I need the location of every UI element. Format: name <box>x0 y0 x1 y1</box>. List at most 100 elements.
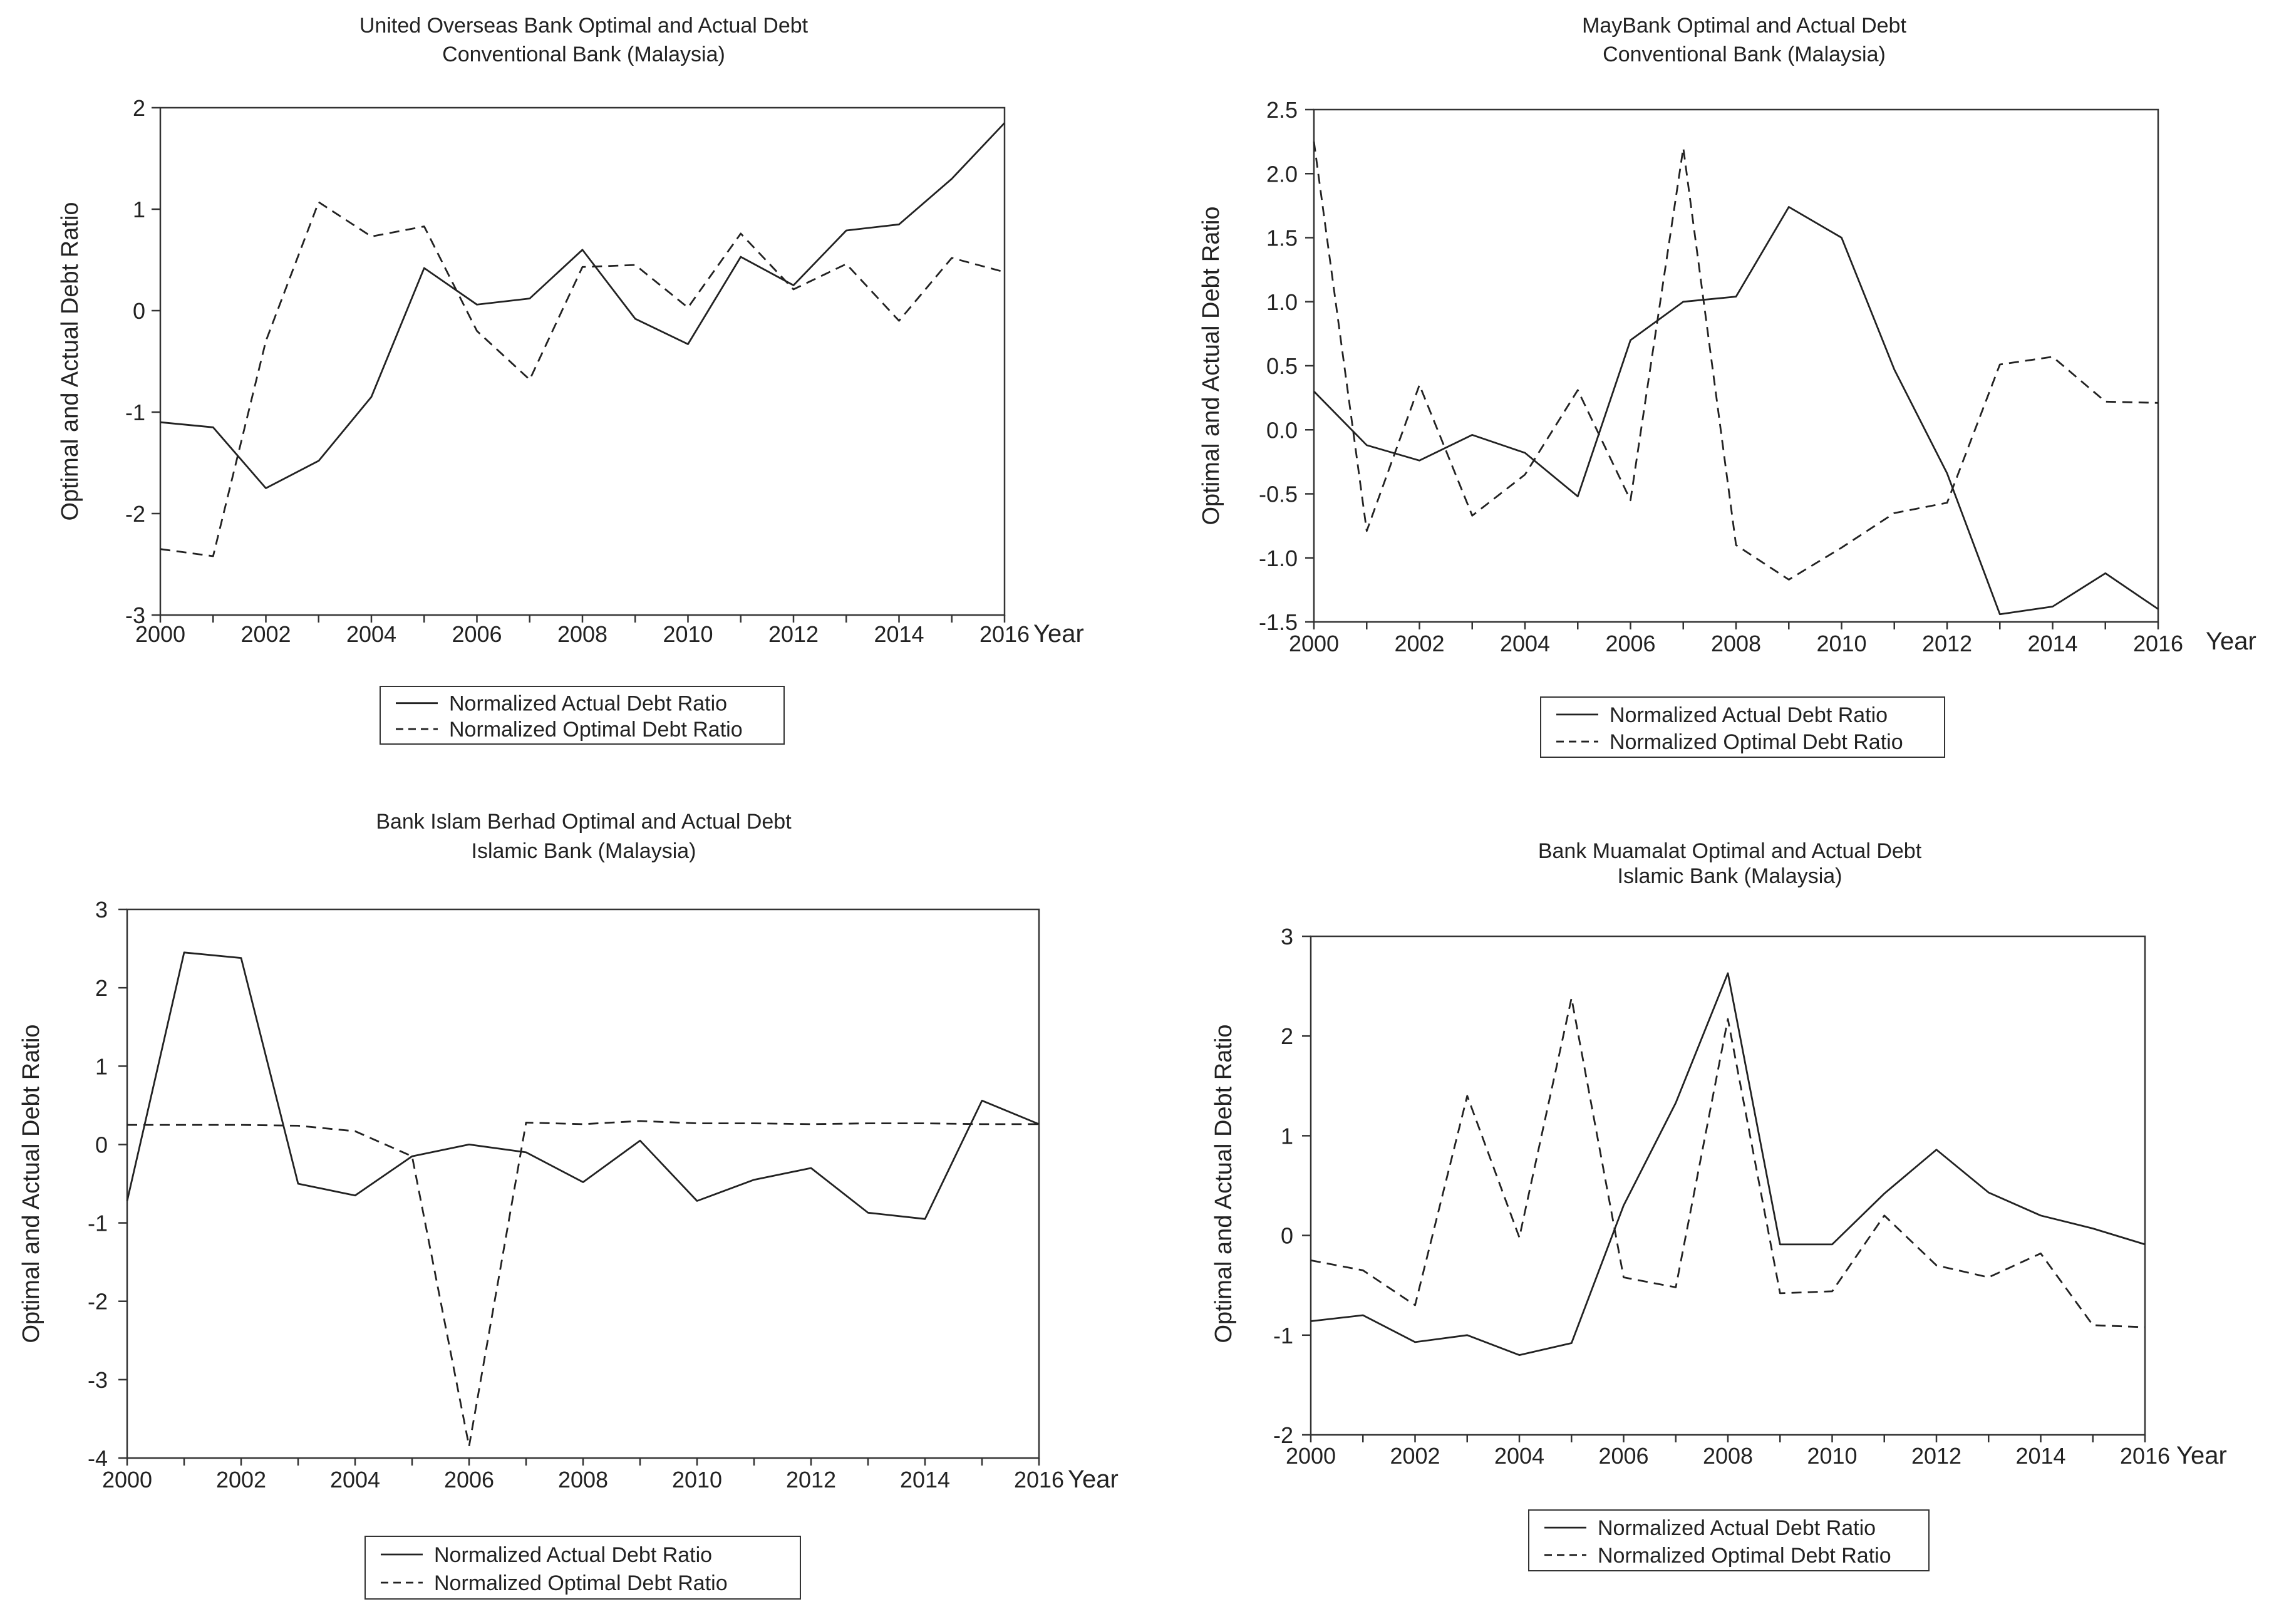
legend-label: Normalized Optimal Debt Ratio <box>1610 730 1903 754</box>
series-line-optimal <box>1313 141 2159 581</box>
plot-frame <box>159 106 1006 616</box>
legend-label: Normalized Actual Debt Ratio <box>434 1543 712 1567</box>
y-tick-label: 0 <box>1281 1223 1293 1249</box>
x-axis-label: Year <box>2206 628 2256 655</box>
legend-label: Normalized Optimal Debt Ratio <box>449 718 743 742</box>
y-tick-label: -2 <box>1273 1422 1293 1448</box>
legend-label: Normalized Optimal Debt Ratio <box>434 1571 728 1595</box>
y-tick-label: 0 <box>133 298 145 324</box>
y-tick-label: -4 <box>88 1446 108 1471</box>
y-tick-label: -1 <box>1273 1323 1293 1348</box>
y-tick-label: -1.5 <box>1259 609 1298 635</box>
legend-box <box>364 1536 801 1600</box>
x-axis-label: Year <box>1033 620 1084 648</box>
y-tick-label: 0.5 <box>1266 353 1298 379</box>
y-tick-label: 1 <box>1281 1123 1293 1149</box>
x-tick-label: 2012 <box>1911 1443 1961 1469</box>
y-tick-label: -0.5 <box>1259 482 1298 507</box>
y-tick-label: -3 <box>125 603 145 628</box>
x-tick-label: 2014 <box>874 621 924 647</box>
x-tick-label: 2014 <box>900 1467 950 1492</box>
y-tick-label: -1 <box>125 400 145 425</box>
x-axis-label: Year <box>1068 1466 1119 1493</box>
y-tick-label: 2.0 <box>1266 161 1298 187</box>
chart-subtitle: Conventional Bank (Malaysia) <box>442 43 725 66</box>
x-tick-label: 2004 <box>330 1467 380 1492</box>
chart-subtitle: Conventional Bank (Malaysia) <box>1603 43 1886 66</box>
y-tick-label: -1 <box>88 1211 108 1236</box>
x-tick-label: 2014 <box>2015 1443 2065 1469</box>
x-tick-label: 2008 <box>558 1467 608 1492</box>
y-tick-label: -3 <box>88 1367 108 1393</box>
chart-title: Bank Islam Berhad Optimal and Actual Deb… <box>376 810 792 834</box>
x-tick-label: 2016 <box>979 621 1030 647</box>
y-tick-label: 3 <box>95 897 108 923</box>
y-tick-label: 0.0 <box>1266 417 1298 443</box>
y-tick-label: 0 <box>95 1132 108 1157</box>
y-tick-label: -1.0 <box>1259 546 1298 571</box>
y-tick-label: 1.5 <box>1266 225 1298 251</box>
x-tick-label: 2000 <box>1286 1443 1336 1469</box>
x-tick-label: 2012 <box>786 1467 836 1492</box>
legend-label: Normalized Actual Debt Ratio <box>449 692 727 716</box>
x-tick-label: 2010 <box>672 1467 722 1492</box>
y-tick-label: 1 <box>133 197 145 222</box>
x-tick-label: 2004 <box>346 621 396 647</box>
y-axis-label: Optimal and Actual Debt Ratio <box>57 202 83 520</box>
x-tick-label: 2006 <box>444 1467 494 1492</box>
x-tick-label: 2010 <box>1807 1443 1857 1469</box>
x-tick-label: 2002 <box>216 1467 266 1492</box>
x-tick-label: 2004 <box>1494 1443 1544 1469</box>
y-tick-label: -2 <box>125 501 145 527</box>
x-tick-label: 2000 <box>102 1467 152 1492</box>
x-tick-label: 2000 <box>1289 631 1339 656</box>
y-tick-label: 2.5 <box>1266 97 1298 123</box>
chart-panel-2: MayBank Optimal and Actual Debt Conventio… <box>1198 14 2256 758</box>
y-tick-label: 1.0 <box>1266 289 1298 315</box>
x-tick-label: 2008 <box>1703 1443 1753 1469</box>
plot-frame <box>1310 935 2146 1436</box>
legend: Normalized Actual Debt Ratio Normalized O… <box>364 1536 801 1600</box>
series-line-actual <box>1313 205 2159 616</box>
y-tick-label: 2 <box>95 975 108 1001</box>
series-line-optimal <box>1310 997 2146 1328</box>
x-tick-label: 2010 <box>663 621 713 647</box>
series-line-optimal <box>160 201 1005 557</box>
x-tick-label: 2002 <box>1394 631 1444 656</box>
x-axis-label: Year <box>2176 1442 2227 1469</box>
plot-frame <box>126 908 1040 1459</box>
series-line-actual <box>1310 972 2146 1357</box>
legend-box <box>1528 1509 1930 1571</box>
series-line-optimal <box>127 1120 1039 1447</box>
y-tick-label: -2 <box>88 1289 108 1315</box>
y-tick-label: 2 <box>1281 1023 1293 1049</box>
chart-panel-1: United Overseas Bank Optimal and Actual … <box>57 14 1084 745</box>
chart-title: United Overseas Bank Optimal and Actual … <box>359 14 809 38</box>
chart-panel-4: Bank Muamalat Optimal and Actual DebtIsl… <box>1211 839 2227 1571</box>
x-tick-label: 2000 <box>135 621 185 647</box>
y-tick-label: 1 <box>95 1053 108 1079</box>
series-line-actual <box>126 951 1040 1220</box>
y-axis-label: Optimal and Actual Debt Ratio <box>1211 1024 1237 1343</box>
y-tick-label: 2 <box>133 95 145 121</box>
x-tick-label: 2008 <box>1711 631 1761 656</box>
x-tick-label: 2002 <box>240 621 291 647</box>
x-tick-label: 2006 <box>1605 631 1655 656</box>
x-tick-label: 2006 <box>452 621 502 647</box>
legend-box <box>1540 696 1945 758</box>
chart-panel-3: Bank Islam Berhad Optimal and Actual Deb… <box>18 810 1119 1600</box>
x-tick-label: 2016 <box>2133 631 2183 656</box>
x-tick-label: 2016 <box>1014 1467 1064 1492</box>
legend-box <box>380 686 785 745</box>
legend-label: Normalized Optimal Debt Ratio <box>1598 1544 1891 1568</box>
y-axis-label: Optimal and Actual Debt Ratio <box>1198 206 1224 525</box>
x-tick-label: 2014 <box>2027 631 2077 656</box>
chart-title: MayBank Optimal and Actual Debt <box>1582 14 1906 38</box>
x-tick-label: 2012 <box>1922 631 1972 656</box>
chart-subtitle: Islamic Bank (Malaysia) <box>1618 864 1842 888</box>
series-line-actual <box>160 122 1006 489</box>
